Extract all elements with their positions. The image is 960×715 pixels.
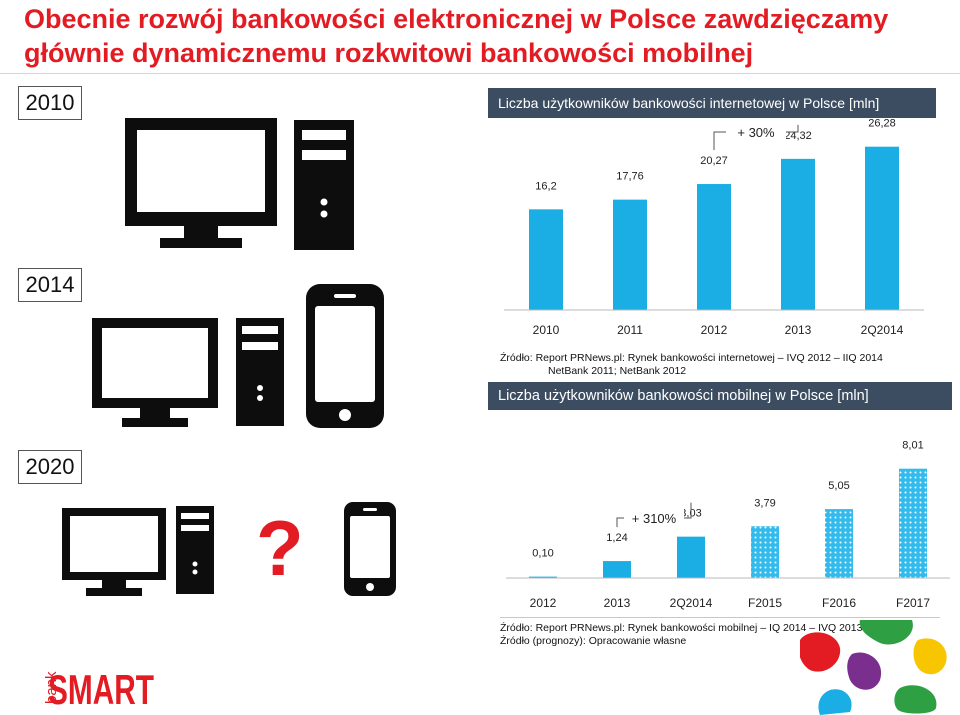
category-label-2012: 2012 (530, 596, 557, 610)
question-mark: ? (256, 504, 304, 592)
mobile-source-line-2: Źródło (prognozy): Opracowanie własne (500, 635, 687, 647)
growth-annotation-box (726, 122, 786, 142)
internet-chart-source: Źródło: Report PRNews.pl: Rynek bankowoś… (500, 352, 883, 378)
monitor-icon (62, 508, 166, 596)
internet-users-chart: 16,2 2010 17,76 2011 20,27 2012 24,32 2013 26,28… (504, 118, 924, 337)
value-label-2012: 20,27 (700, 155, 728, 167)
year-box-2010: 2010 (18, 86, 82, 120)
bar-2011 (613, 199, 647, 310)
logo-smart-text: SMART (48, 666, 154, 708)
page-title-line-2: głównie dynamicznemu rozkwitowi bankowoś… (24, 38, 754, 68)
mobile-users-chart: 0,1020121,2420133,032Q20143,79F20155,05F… (506, 440, 950, 610)
smartphone-icon (306, 284, 384, 428)
value-label-f2015: 3,79 (754, 497, 775, 509)
value-label-2q2014: 26,28 (868, 118, 896, 130)
mobile-chart-divider (500, 617, 940, 618)
category-label-f2016: F2016 (822, 596, 856, 610)
growth-annotation-box (624, 508, 684, 528)
bar-2q2014 (865, 146, 899, 310)
value-label-f2017: 8,01 (902, 440, 923, 452)
category-label-2013: 2013 (604, 596, 631, 610)
bar-f2016 (825, 509, 853, 578)
banksmart-logo: bank SMART (43, 666, 154, 708)
mobile-source-line-1: Źródło: Report PRNews.pl: Rynek bankowoś… (500, 622, 863, 634)
smartphone-icon (344, 502, 396, 596)
decorative-blobs (800, 620, 947, 715)
value-label-2013: 24,32 (784, 130, 812, 142)
bar-2013 (781, 158, 815, 310)
value-label-2010: 16,2 (535, 180, 556, 192)
internet-source-line-2: NetBank 2011; NetBank 2012 (548, 365, 687, 377)
value-label-2013: 1,24 (606, 532, 627, 544)
page-title-line-1: Obecnie rozwój bankowości elektronicznej… (24, 4, 889, 34)
desktop-tower-icon (294, 120, 354, 250)
desktop-tower-icon (176, 506, 214, 594)
page-title: Obecnie rozwój bankowości elektronicznej… (24, 2, 944, 70)
category-label-2q2014: 2Q2014 (861, 323, 904, 337)
bar-f2017 (899, 468, 927, 578)
growth-annotation: + 310% (632, 511, 677, 526)
category-label-f2017: F2017 (896, 596, 930, 610)
internet-source-line-1: Źródło: Report PRNews.pl: Rynek bankowoś… (500, 352, 883, 364)
mobile-chart-header: Liczba użytkowników bankowości mobilnej … (488, 382, 952, 410)
bar-f2015 (751, 526, 779, 578)
title-divider (0, 73, 960, 74)
category-label-2q2014: 2Q2014 (670, 596, 713, 610)
growth-annotation: + 30% (737, 125, 775, 140)
value-label-f2016: 5,05 (828, 480, 849, 492)
monitor-icon (125, 118, 277, 248)
logo-bank-text: bank (43, 671, 60, 704)
value-label-2012: 0,10 (532, 548, 553, 560)
bar-2q2014 (677, 536, 705, 578)
mobile-chart-source: Źródło: Report PRNews.pl: Rynek bankowoś… (500, 622, 862, 648)
category-label-2013: 2013 (785, 323, 812, 337)
year-box-2020: 2020 (18, 450, 82, 484)
category-label-2012: 2012 (701, 323, 728, 337)
category-label-2010: 2010 (533, 323, 560, 337)
desktop-tower-icon (236, 318, 284, 426)
monitor-icon (92, 318, 218, 427)
bar-2013 (603, 561, 631, 578)
bar-2012 (529, 576, 557, 578)
year-box-2014: 2014 (18, 268, 82, 302)
bar-2012 (697, 184, 731, 310)
internet-chart-header: Liczba użytkowników bankowości interneto… (488, 88, 936, 118)
category-label-f2015: F2015 (748, 596, 782, 610)
value-label-2011: 17,76 (616, 171, 644, 183)
category-label-2011: 2011 (617, 323, 643, 337)
bar-2010 (529, 209, 563, 310)
